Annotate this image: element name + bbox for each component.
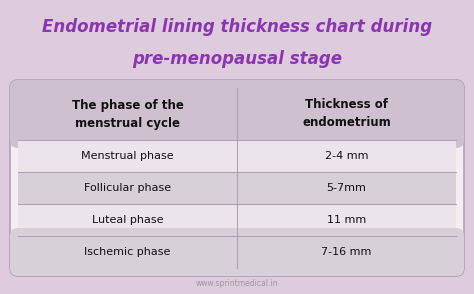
Text: The phase of the
menstrual cycle: The phase of the menstrual cycle <box>72 98 183 129</box>
Bar <box>18 128 456 140</box>
Text: 5-7mm: 5-7mm <box>327 183 366 193</box>
FancyBboxPatch shape <box>10 228 464 276</box>
Text: Thickness of
endometrium: Thickness of endometrium <box>302 98 391 129</box>
Text: 11 mm: 11 mm <box>327 215 366 225</box>
Text: Follicular phase: Follicular phase <box>84 183 171 193</box>
Bar <box>18 172 456 204</box>
Text: Menstrual phase: Menstrual phase <box>81 151 174 161</box>
Text: 7-16 mm: 7-16 mm <box>321 247 372 257</box>
Text: 2-4 mm: 2-4 mm <box>325 151 368 161</box>
Text: Ischemic phase: Ischemic phase <box>84 247 171 257</box>
Text: pre-menopausal stage: pre-menopausal stage <box>132 50 342 68</box>
FancyBboxPatch shape <box>10 80 464 276</box>
Text: Luteal phase: Luteal phase <box>92 215 163 225</box>
Bar <box>18 204 456 236</box>
FancyBboxPatch shape <box>10 80 464 148</box>
Text: www.sprintmedical.in: www.sprintmedical.in <box>196 278 278 288</box>
Bar <box>18 140 456 172</box>
Text: Endometrial lining thickness chart during: Endometrial lining thickness chart durin… <box>42 18 432 36</box>
Bar <box>18 236 456 246</box>
